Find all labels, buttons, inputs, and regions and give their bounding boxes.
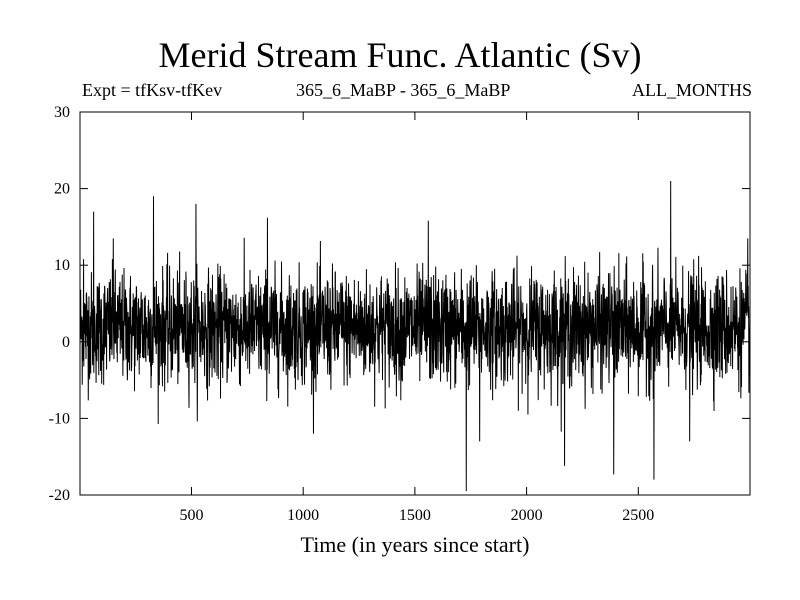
x-tick-label: 1000 [287,507,319,524]
period-label: 365_6_MaBP - 365_6_MaBP [296,80,511,100]
x-tick-label: 500 [179,507,203,524]
x-tick-label: 2000 [511,507,543,524]
y-tick-label: 30 [54,104,70,121]
axes-layer: -20 -10 0 10 20 30 500 1000 1500 2000 2500 [49,104,750,524]
chart-title: Merid Stream Func. Atlantic (Sv) [158,35,642,75]
plot-frame [79,111,751,496]
experiment-label: Expt = tfKsv-tfKev [82,80,223,100]
x-axis-label: Time (in years since start) [301,532,530,557]
x-tick-label: 2500 [622,507,654,524]
series-layer [79,180,751,492]
y-tick-label: 20 [54,181,70,198]
y-tick-label: 0 [62,334,70,351]
y-tick-label: -20 [49,487,70,504]
series-line [79,180,751,492]
y-tick-label: 10 [54,257,70,274]
months-label: ALL_MONTHS [632,80,752,100]
y-tick-label: -10 [49,410,70,427]
x-tick-label: 1500 [399,507,431,524]
